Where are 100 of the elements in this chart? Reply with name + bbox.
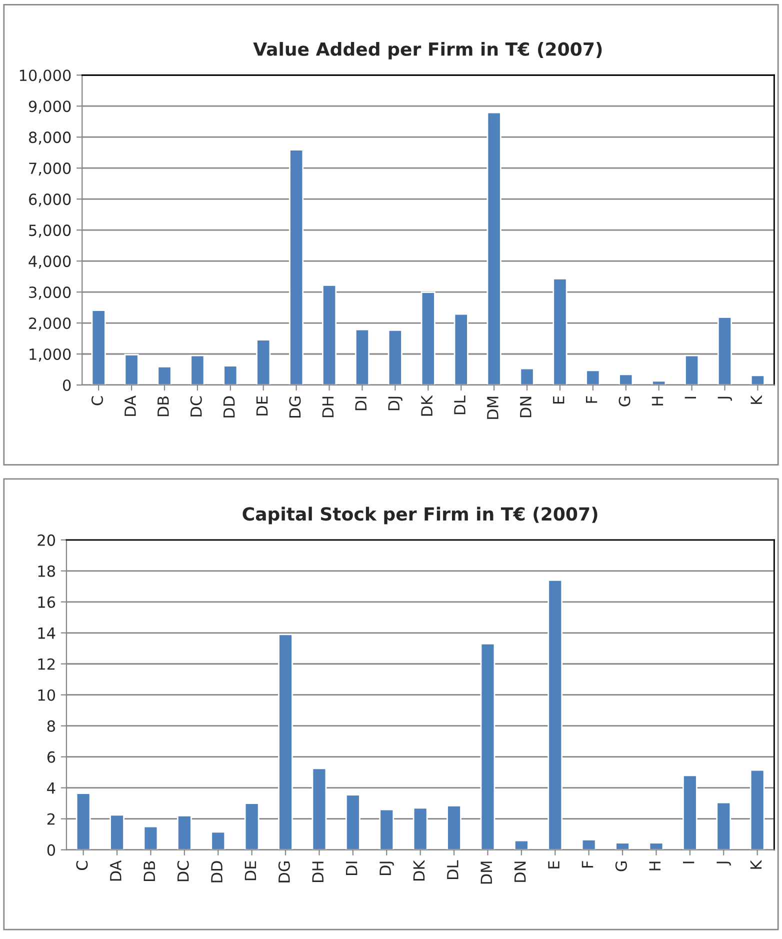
x-tick-label: DN: [514, 862, 526, 882]
x-tick-label: J: [718, 396, 732, 401]
y-tick-label: 14: [38, 628, 56, 639]
x-tick-label: DJ: [380, 862, 394, 875]
y-tick-label: 5,000: [29, 224, 71, 238]
x-tick-label: DE: [256, 396, 268, 416]
y-tick-label: 3,000: [29, 286, 71, 300]
bar: [552, 278, 568, 385]
x-tick-label: I: [683, 862, 694, 864]
bar: [615, 842, 630, 850]
bar: [480, 643, 496, 850]
bar: [520, 368, 534, 385]
x-tick-label: K: [750, 395, 762, 404]
x-tick-label: C: [91, 396, 104, 406]
bar: [190, 354, 205, 385]
bar: [514, 840, 529, 850]
bar: [289, 149, 304, 385]
x-tick-label: DL: [447, 860, 458, 879]
y-tick-label: 8,000: [28, 132, 71, 145]
chart-title: Capital Stock per Firm in T€ (2007): [242, 506, 598, 524]
bar: [618, 374, 634, 385]
x-tick-label: H: [652, 396, 664, 406]
y-tick-label: 6: [47, 751, 56, 763]
y-tick-label: 6,000: [29, 194, 71, 207]
x-tick-label: E: [553, 396, 564, 404]
bar: [124, 354, 139, 385]
x-tick-label: DK: [421, 395, 432, 416]
x-tick-label: K: [750, 860, 762, 869]
bar: [682, 774, 698, 850]
x-tick-label: DC: [190, 396, 202, 416]
bar: [420, 292, 436, 385]
bar: [716, 802, 732, 850]
x-tick-label: DG: [289, 396, 301, 418]
bar: [717, 316, 732, 385]
y-tick-label: 10: [38, 689, 56, 701]
bar: [412, 807, 428, 850]
y-tick-label: 8: [47, 720, 56, 732]
y-tick-label: 7,000: [29, 162, 71, 176]
x-tick-label: DL: [454, 395, 466, 414]
bar: [486, 112, 502, 385]
bar: [223, 365, 238, 385]
x-tick-label: DC: [177, 861, 189, 882]
x-tick-label: DG: [278, 861, 290, 882]
bar: [648, 842, 664, 850]
chart-title: Value Added per Firm in T€ (2007): [253, 42, 602, 60]
x-tick-label: C: [76, 861, 88, 870]
bar: [143, 826, 158, 850]
x-tick-label: E: [548, 861, 560, 868]
y-tick-label: 2: [47, 813, 55, 825]
x-tick-label: F: [586, 396, 598, 403]
x-tick-label: G: [618, 396, 630, 406]
x-tick-label: DD: [223, 396, 235, 418]
bar: [684, 354, 700, 385]
bar: [312, 768, 327, 850]
y-tick-label: 10,000: [20, 70, 71, 83]
x-tick-label: DD: [211, 861, 222, 882]
bar: [157, 366, 172, 385]
y-tick-label: 4: [47, 782, 56, 794]
bar: [176, 815, 192, 850]
x-tick-label: DI: [346, 862, 358, 875]
bar: [91, 310, 106, 385]
y-tick-label: 9,000: [28, 100, 71, 114]
y-tick-label: 2,000: [29, 317, 71, 331]
bar: [345, 794, 360, 850]
x-tick-label: DB: [144, 861, 155, 881]
bar: [750, 769, 765, 850]
bar: [256, 339, 271, 385]
x-tick-label: DN: [520, 396, 532, 418]
x-tick-label: H: [649, 862, 660, 870]
x-tick-label: DH: [312, 862, 324, 882]
x-tick-label: DH: [322, 396, 334, 418]
bar: [750, 374, 765, 385]
y-tick-label: 12: [38, 658, 55, 670]
bar: [322, 284, 337, 385]
x-tick-label: DB: [158, 396, 169, 416]
y-tick-label: 1,000: [30, 348, 71, 362]
y-tick-label: 0: [62, 379, 71, 392]
x-tick-label: DI: [355, 396, 366, 410]
y-tick-label: 20: [38, 534, 56, 546]
bar: [454, 313, 468, 385]
bar: [110, 814, 124, 850]
bar: [354, 328, 370, 385]
x-tick-label: DM: [487, 396, 498, 419]
bar: [581, 839, 596, 850]
x-tick-label: DE: [244, 861, 256, 880]
bar: [446, 804, 462, 850]
x-tick-label: DM: [480, 862, 492, 884]
bar: [586, 370, 600, 385]
y-tick-label: 18: [38, 565, 56, 577]
bar: [278, 634, 293, 850]
bar: [548, 580, 563, 850]
x-tick-label: J: [716, 862, 731, 866]
bar: [210, 831, 226, 850]
x-tick-label: DA: [124, 396, 136, 416]
x-tick-label: F: [582, 861, 594, 868]
bar: [244, 802, 260, 850]
x-tick-label: DJ: [388, 396, 402, 410]
x-tick-label: G: [615, 861, 627, 872]
x-tick-label: I: [684, 396, 696, 398]
x-tick-label: DA: [110, 860, 122, 881]
